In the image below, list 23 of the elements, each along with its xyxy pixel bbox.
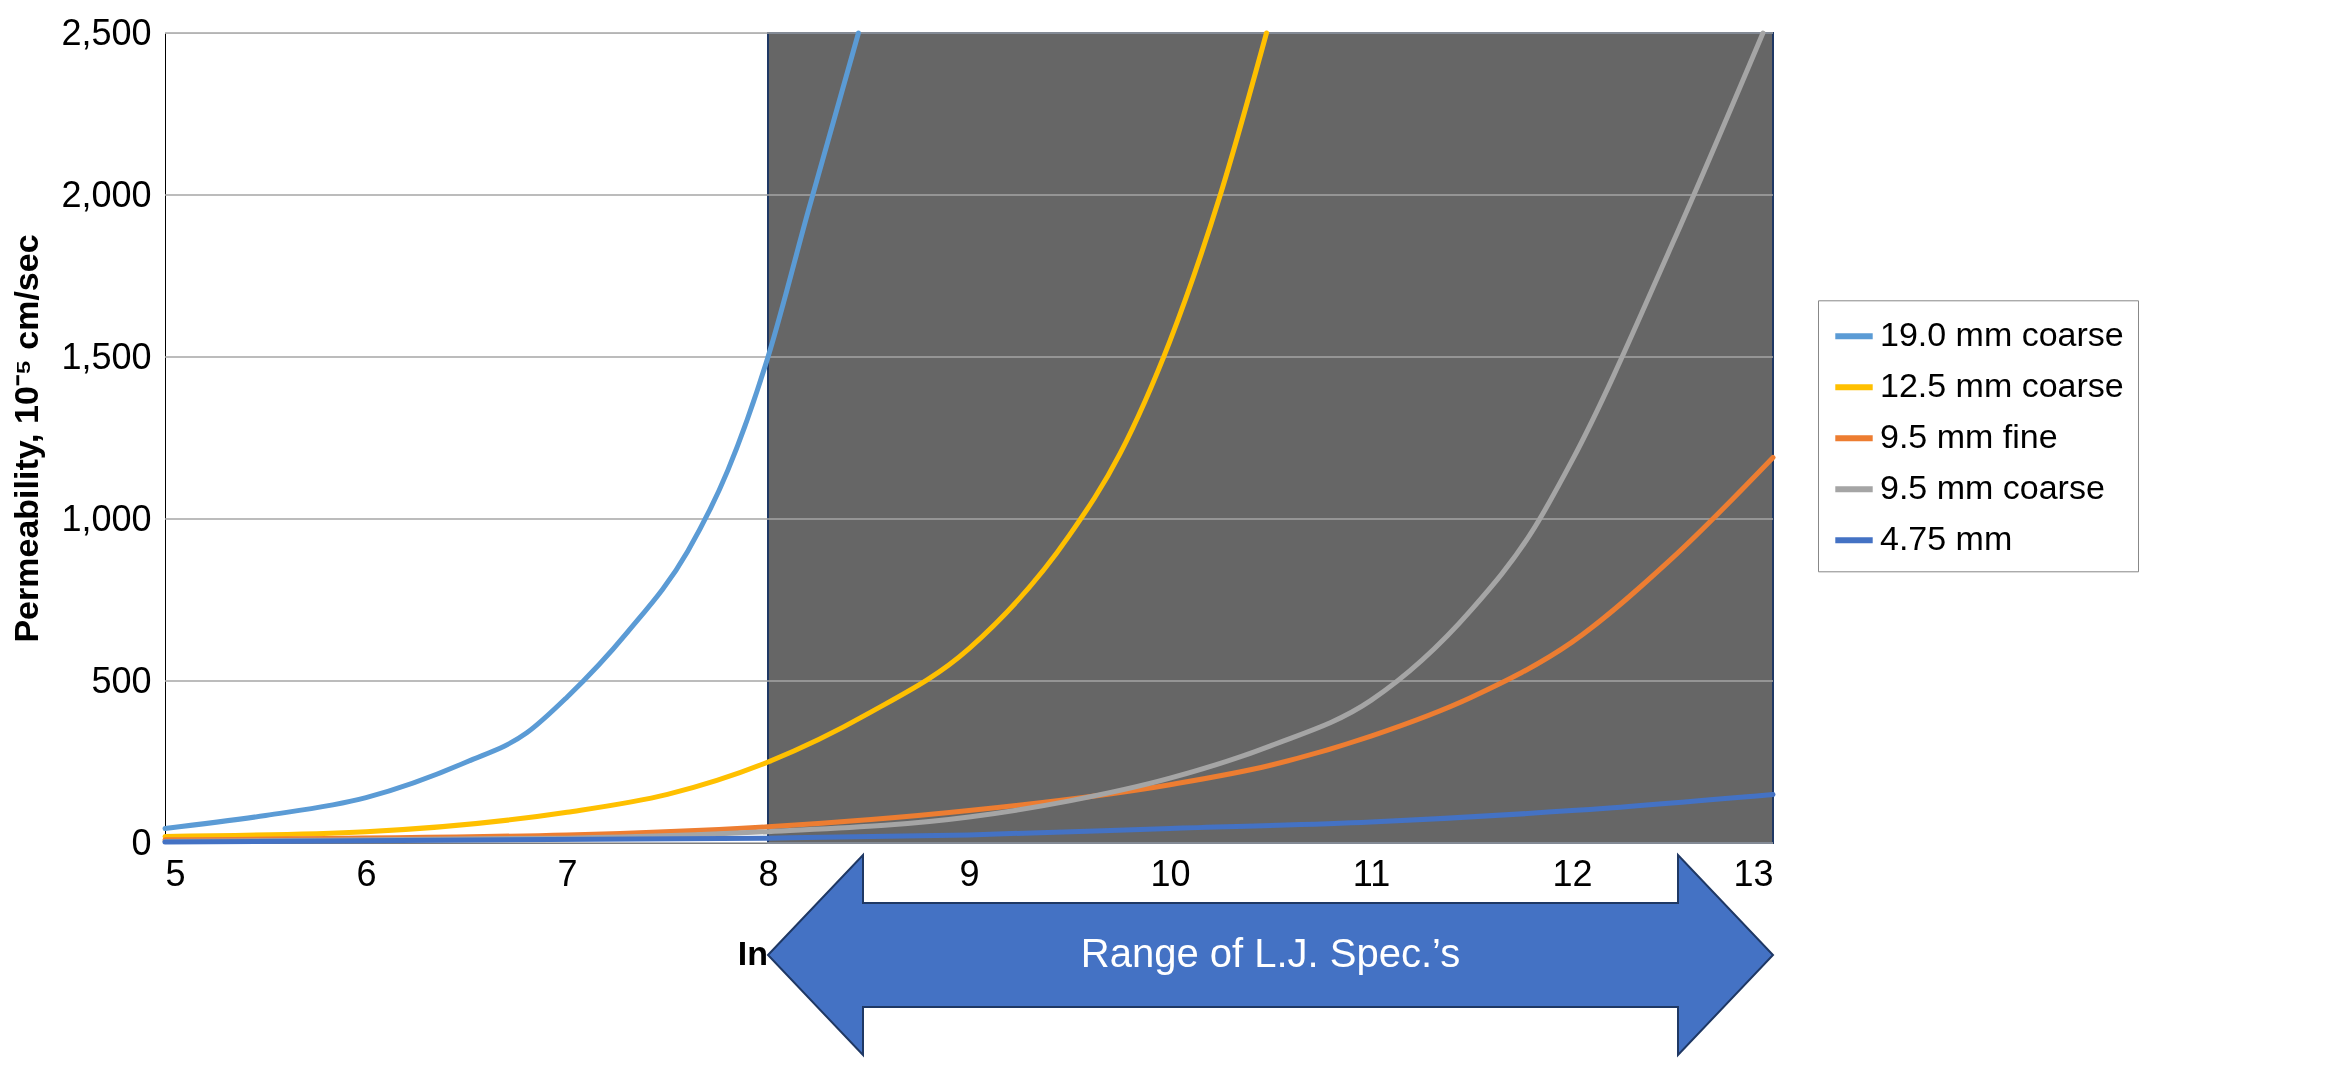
x-tick-label: 12 xyxy=(1552,852,1593,894)
y-tick-label: 2,000 xyxy=(61,173,152,215)
x-tick-label: 7 xyxy=(557,852,578,894)
legend-label: 19.0 mm coarse xyxy=(1880,315,2124,354)
x-tick-label: 10 xyxy=(1150,852,1191,894)
x-tick-label: 8 xyxy=(758,852,779,894)
legend-label: 12.5 mm coarse xyxy=(1880,366,2124,405)
y-tick-label: 2,500 xyxy=(61,11,152,53)
x-tick-label: 6 xyxy=(356,852,377,894)
x-tick-label: 9 xyxy=(959,852,980,894)
legend-label: 9.5 mm fine xyxy=(1880,417,2058,456)
legend-label: 9.5 mm coarse xyxy=(1880,468,2105,507)
y-tick-label: 1,000 xyxy=(61,497,152,539)
x-tick-label: 11 xyxy=(1352,852,1391,894)
y-tick-label: 0 xyxy=(131,821,152,863)
x-tick-label: 5 xyxy=(165,852,186,894)
y-axis-title: Permeability, 10⁻⁵ cm/sec xyxy=(7,234,46,643)
y-tick-label: 1,500 xyxy=(61,335,152,377)
x-axis-title: In xyxy=(737,934,768,972)
x-tick-label: 13 xyxy=(1733,852,1774,894)
text: Range of L.J. Spec.’s xyxy=(1080,931,1461,975)
legend-label: 4.75 mm xyxy=(1880,519,2013,558)
y-tick-label: 500 xyxy=(91,659,152,701)
